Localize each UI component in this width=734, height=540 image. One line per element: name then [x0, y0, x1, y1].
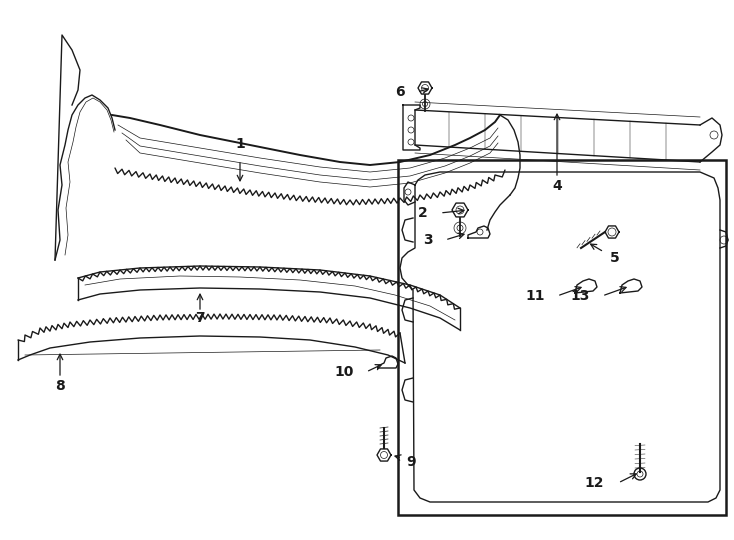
Text: 6: 6 — [396, 85, 405, 99]
Text: 2: 2 — [418, 206, 428, 220]
Text: 11: 11 — [526, 289, 545, 303]
Text: 3: 3 — [424, 233, 433, 247]
Text: 7: 7 — [195, 311, 205, 325]
Text: 12: 12 — [584, 476, 604, 490]
Text: 5: 5 — [610, 251, 619, 265]
Text: 1: 1 — [235, 137, 245, 151]
Text: 8: 8 — [55, 379, 65, 393]
Bar — [398, 160, 726, 515]
Text: 9: 9 — [406, 455, 415, 469]
Text: 13: 13 — [570, 289, 590, 303]
Text: 10: 10 — [335, 365, 354, 379]
Text: 4: 4 — [552, 179, 562, 193]
